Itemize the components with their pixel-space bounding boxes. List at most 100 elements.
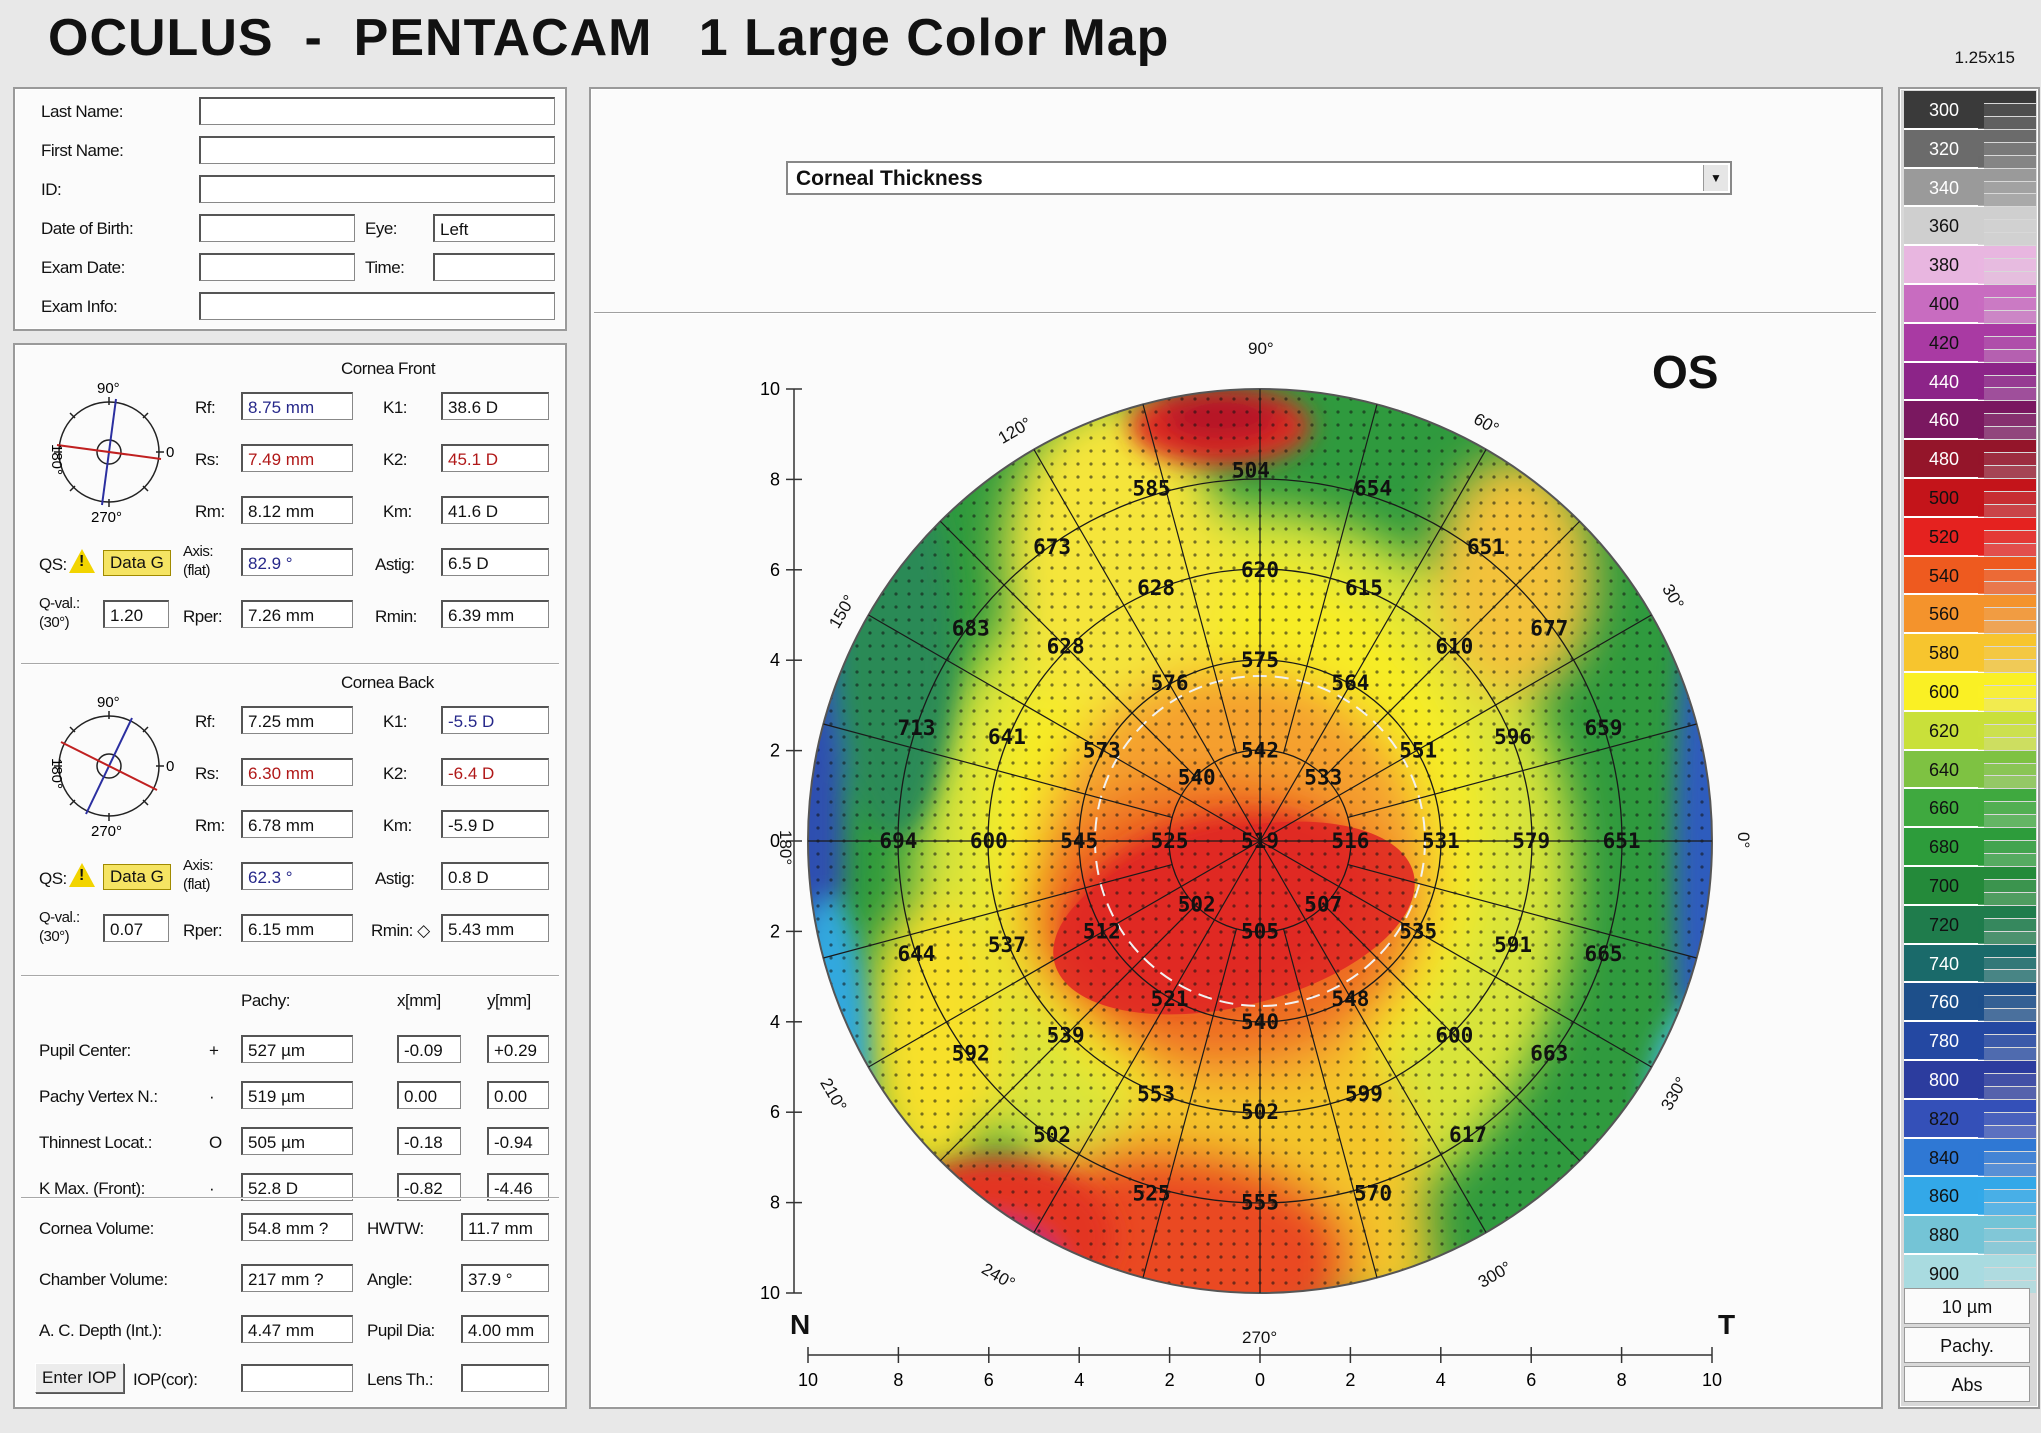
cornea-volume-value: 54.8 mm ?	[241, 1213, 353, 1241]
spoke-line	[1282, 928, 1378, 1278]
scale-strip	[1978, 673, 2036, 685]
scale-strip	[1978, 259, 2036, 272]
front-qs-tag[interactable]: Data G	[103, 550, 171, 576]
x-axis: 10 8 6 4 2 0 2 4 6 8 10	[798, 1347, 1722, 1390]
scale-strip	[1978, 207, 2036, 220]
thickness-values: 504 585 654 673 651 628 620 615 683 677 628 610 576 5…	[879, 458, 1640, 1214]
front-k1-value: 38.6 D	[441, 392, 549, 420]
scale-strip	[1978, 647, 2036, 660]
separator	[21, 663, 559, 665]
deg-0-label: 0°	[1734, 832, 1753, 848]
corneal-thickness-map: 10 8 6 4 2 0 2 4 6 8 10 10 8 6 4 2 0 2 4 6 8 10	[760, 339, 1753, 1390]
y-tick-label: 2	[770, 921, 780, 941]
scale-strip	[1978, 724, 2036, 737]
last-name-field[interactable]	[199, 97, 555, 125]
chevron-down-icon[interactable]: ▼	[1703, 165, 1728, 191]
exam-date-field[interactable]	[199, 253, 355, 281]
scale-type-label[interactable]: Abs	[1904, 1366, 2030, 1402]
patient-panel: Last Name: First Name: ID: Date of Birth…	[13, 87, 567, 331]
exam-info-label: Exam Info:	[41, 297, 118, 316]
pachy-row-x: -0.82	[397, 1173, 461, 1201]
iop-cor-field[interactable]	[241, 1364, 353, 1392]
zoom-label: 1.25x15	[1954, 48, 2016, 67]
scale-step-label[interactable]: 10 µm	[1904, 1288, 2030, 1324]
thickness-value-label: 540	[1241, 1010, 1279, 1034]
pupil-dia-label: Pupil Dia:	[367, 1321, 435, 1340]
scale-strip	[1978, 996, 2036, 1009]
first-name-field[interactable]	[199, 136, 555, 164]
pachy-row-label: K Max. (Front):	[39, 1179, 145, 1198]
scale-level: 520	[1904, 517, 1984, 557]
front-qs-label: QS:	[39, 555, 67, 574]
back-dial-270: 270°	[91, 823, 122, 839]
scale-strip	[1978, 737, 2036, 750]
thickness-value-label: 677	[1530, 617, 1568, 641]
thickness-value-label: 644	[898, 942, 936, 966]
pachy-row-marker-icon: ·	[209, 1179, 215, 1198]
measurements-panel: Cornea Front 90° 0 270° 180° Rf: 8.75 mm…	[13, 343, 567, 1409]
y-tick-label: 4	[770, 650, 780, 670]
map-type-dropdown[interactable]: Corneal Thickness ▼	[786, 161, 1732, 195]
scale-strip	[1978, 440, 2036, 453]
y-tick-label: 10	[760, 1283, 780, 1303]
scale-strip	[1978, 388, 2036, 401]
eye-field[interactable]: Left	[433, 214, 555, 242]
nasal-label: N	[790, 1309, 810, 1340]
scale-strip	[1978, 1022, 2036, 1035]
thickness-value-label: 628	[1047, 635, 1085, 659]
scale-level: 360	[1904, 207, 1984, 247]
scale-strip	[1978, 285, 2036, 297]
id-field[interactable]	[199, 175, 555, 203]
front-warning-icon: !	[69, 549, 95, 573]
pachy-row-y: -0.94	[487, 1127, 549, 1155]
scale-strip	[1978, 1138, 2036, 1151]
y-tick-label: 0	[770, 831, 780, 851]
scale-strip	[1978, 970, 2036, 983]
scale-strip	[1978, 1229, 2036, 1242]
scale-strip	[1978, 479, 2036, 491]
thickness-value-label: 673	[1033, 535, 1071, 559]
hwtw-label: HWTW:	[367, 1219, 424, 1238]
scale-strip	[1978, 1242, 2036, 1254]
pachy-row-y: -4.46	[487, 1173, 549, 1201]
scale-strip	[1978, 1048, 2036, 1060]
angle-value: 37.9 °	[461, 1264, 549, 1292]
thickness-value-label: 585	[1133, 476, 1171, 500]
exam-info-field[interactable]	[199, 292, 555, 320]
lens-th-field[interactable]	[461, 1364, 549, 1392]
scale-mode-label[interactable]: Pachy.	[1904, 1327, 2030, 1363]
spoke-line	[1323, 520, 1581, 778]
spoke-line	[1347, 723, 1697, 819]
scale-strip	[1978, 621, 2036, 634]
scale-strip	[1978, 1125, 2036, 1138]
spoke-line	[939, 520, 1197, 778]
scale-level: 460	[1904, 401, 1984, 441]
scale-level: 400	[1904, 285, 1984, 324]
thickness-value-label: 576	[1151, 671, 1189, 695]
spoke-line	[1142, 404, 1238, 754]
dob-field[interactable]	[199, 214, 355, 242]
pachy-row-x: 0.00	[397, 1081, 461, 1109]
scale-strip	[1978, 129, 2036, 142]
time-field[interactable]	[433, 253, 555, 281]
scale-strip	[1978, 375, 2036, 388]
back-qs-tag[interactable]: Data G	[103, 864, 171, 890]
scale-strip	[1978, 1164, 2036, 1177]
scale-strip	[1978, 168, 2036, 181]
scale-strip	[1978, 711, 2036, 724]
scale-strip	[1978, 1255, 2036, 1267]
front-axis-dial: 90° 0 270° 180°	[48, 380, 174, 525]
spoke-line	[823, 723, 1173, 819]
enter-iop-button[interactable]: Enter IOP	[35, 1363, 124, 1393]
thickness-value-label: 542	[1241, 739, 1279, 763]
thickness-value-label: 570	[1354, 1182, 1392, 1206]
scale-strip	[1978, 1216, 2036, 1229]
polar-spokes	[808, 389, 1712, 1293]
back-rs-value: 6.30 mm	[241, 758, 353, 786]
back-qval-label: Q-val.:	[39, 909, 80, 926]
front-k2-label: K2:	[383, 450, 408, 469]
thickness-value-label: 502	[1033, 1123, 1071, 1147]
scale-strip	[1978, 401, 2036, 414]
scale-level: 380	[1904, 246, 1984, 285]
scale-strip	[1978, 595, 2036, 608]
